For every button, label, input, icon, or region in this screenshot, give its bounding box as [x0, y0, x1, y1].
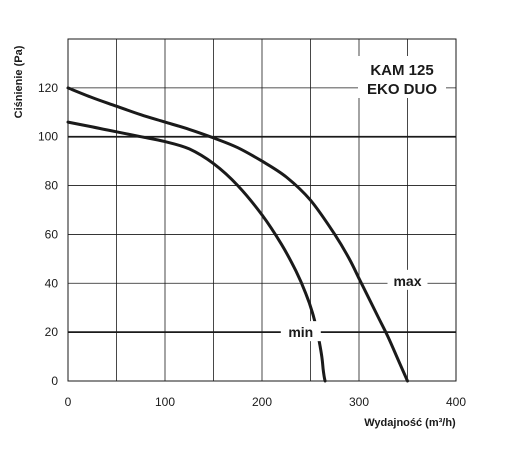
chart-title-line-1: KAM 125 [370, 62, 433, 79]
x-axis-label: Wydajność (m³/h) [364, 417, 456, 429]
y-axis-label: Ciśnienie (Pa) [13, 45, 25, 118]
tick-labels: 0 100 200 300 400 0 20 40 60 80 100 120 [38, 81, 466, 409]
series-label-background [280, 321, 321, 342]
series-labels: max min [280, 269, 428, 342]
y-tick-label: 120 [38, 81, 58, 95]
chart-title-box: KAM 125 EKO DUO [358, 56, 446, 98]
series-line-min [66, 120, 327, 383]
x-tick-label: 100 [155, 395, 175, 409]
curves [66, 86, 409, 383]
x-tick-label: 0 [65, 395, 72, 409]
series-label-min: min [288, 324, 313, 340]
series-label-background [387, 269, 428, 290]
y-tick-label: 20 [45, 325, 59, 339]
x-tick-label: 400 [446, 395, 466, 409]
x-tick-label: 200 [252, 395, 272, 409]
x-tick-label: 300 [349, 395, 369, 409]
plot-frame [67, 38, 457, 382]
y-tick-label: 0 [51, 374, 58, 388]
y-tick-label: 80 [45, 179, 59, 193]
y-tick-label: 60 [45, 227, 59, 241]
y-tick-label: 100 [38, 130, 58, 144]
chart-title-line-2: EKO DUO [367, 81, 437, 98]
y-tick-label: 40 [45, 276, 59, 290]
series-label-max: max [393, 273, 421, 289]
series-line-max [66, 86, 409, 383]
